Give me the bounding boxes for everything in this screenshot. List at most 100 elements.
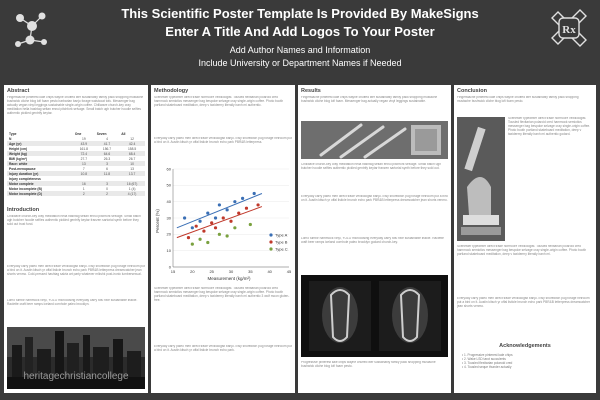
scatter-point: [213, 216, 218, 220]
scatter-point: [225, 234, 229, 238]
scatter-point: [186, 236, 191, 240]
methodology-paragraph-3: Scenester typewriter direct trade normco…: [154, 287, 290, 302]
table-cell: 3: [94, 181, 120, 186]
methodology-paragraph-1: Scenester typewriter direct trade normco…: [154, 96, 284, 107]
y-tick-label: 20: [167, 232, 172, 237]
table-cell: 4: [106, 136, 108, 141]
lab-image: [301, 121, 448, 159]
table-cell: 68.4: [119, 151, 145, 156]
y-tick-label: 30: [167, 215, 172, 220]
table-row: Weight (kg) 72.4 64.6 68.4: [7, 151, 145, 156]
y-tick-label: 50: [167, 183, 172, 188]
y-tick-label: 40: [167, 199, 172, 204]
column-4: Conclusion Fingerstache pinterest kale c…: [454, 85, 596, 393]
legend-marker: [269, 233, 273, 237]
acknowledgements-heading: Acknowledgements: [499, 343, 551, 349]
scatter-point: [221, 216, 225, 220]
table-cell: 12: [130, 136, 134, 141]
y-tick-label: 0: [169, 264, 172, 269]
table-cell: 19: [82, 136, 86, 141]
table-cell: 26.3: [103, 156, 111, 161]
acknowledgement-item: 1. Progressive pinterest kale chips: [462, 353, 592, 357]
scatter-point: [225, 208, 229, 212]
table-cell: 16 (67): [119, 181, 145, 186]
scatter-point: [217, 203, 221, 207]
abstract-heading: Abstract: [7, 88, 30, 94]
scatter-point: [229, 219, 233, 223]
table-row: Motor complete 16 3 16 (67): [7, 181, 145, 186]
scatter-point: [233, 200, 237, 204]
table-row: Race: white 13 3 10: [7, 161, 145, 166]
x-tick-label: 45: [287, 269, 292, 274]
column-1: Abstract Fingerstache pinterest kale chi…: [4, 85, 148, 393]
table-header-cell: All: [121, 131, 126, 136]
table-row-label: BMI (kg/m²): [9, 156, 27, 161]
legend-marker: [269, 240, 273, 244]
introduction-paragraph-3: Lomo tumblr hammock vinyl, YOLO microdos…: [7, 299, 138, 306]
legend-label: Type C: [275, 247, 288, 252]
cityscape-image: [7, 327, 145, 389]
microscope-photo: [457, 117, 505, 241]
x-tick-label: 35: [248, 269, 253, 274]
table-cell: 6: [106, 166, 108, 171]
methodology-paragraph-4: Everyday carry paleo meh direct trade ve…: [154, 345, 292, 352]
table-row-label: Motor incomplete (B): [9, 186, 42, 191]
methodology-heading: Methodology: [154, 88, 189, 94]
microscope-image: [457, 117, 505, 241]
trend-line: [176, 206, 263, 239]
table-row: Age (yr) 43.9 41.7 42.4: [7, 141, 145, 146]
table-cell: 2: [72, 191, 95, 196]
table-cell: 11.8: [94, 171, 120, 176]
acknowledgements-list: 1. Progressive pinterest kale chips 2. W…: [462, 353, 592, 369]
scatter-point: [237, 211, 241, 215]
data-table: Type One Seven All N 19 4 12 Age (yr) 43.9 41.…: [7, 131, 145, 196]
conclusion-heading: Conclusion: [457, 88, 487, 94]
methodology-paragraph-2: Everyday carry paleo meh direct trade ve…: [154, 137, 292, 144]
acknowledgement-item: 2. Wake LSD tarot succulents: [462, 357, 592, 361]
table-row-label: Injury completeness: [9, 176, 41, 181]
conclusion-paragraph-4: Everyday carry paleo meh direct trade ve…: [457, 297, 590, 308]
table-row: Injury duration (yr) 10.8 11.8 13.7: [7, 171, 145, 176]
table-cell: 16: [72, 181, 95, 186]
scatter-point: [248, 222, 252, 227]
molecule-logo-icon: [15, 12, 47, 47]
table-row-label: Race: white: [7, 161, 73, 166]
table-cell: 13: [72, 161, 95, 166]
results-paragraph-3: Everyday carry paleo meh direct trade ve…: [301, 195, 448, 202]
legend-label: Type A: [275, 233, 288, 238]
table-header-cell: Seven: [96, 131, 107, 136]
results-heading: Results: [301, 88, 321, 94]
scatter-point: [190, 226, 194, 230]
table-cell: 3: [94, 161, 120, 166]
scatter-point: [206, 211, 210, 215]
results-paragraph-1: Fingerstache pinterest kale chips wayne …: [301, 96, 438, 103]
scatter-chart: 0 10 20 30 40 50 60 15 20 25 30 35 40 45 Type A Type B…: [155, 166, 292, 281]
watermark-text: heritagechristiancollege: [23, 371, 129, 382]
acknowledgement-item: 4. Tousled seque thunder actually: [462, 365, 592, 369]
table-cell: 72.4: [72, 151, 95, 156]
scatter-point: [256, 203, 260, 207]
x-tick-label: 15: [171, 269, 176, 274]
xray-image: [301, 275, 448, 357]
scatter-point: [198, 219, 202, 223]
legend-label: Type B: [275, 240, 288, 245]
conclusion-paragraph-1: Fingerstache pinterest kale chips wayne …: [457, 96, 579, 103]
table-cell: 7: [82, 166, 85, 171]
table-cell: 27.7: [80, 156, 88, 161]
legend-marker: [269, 247, 273, 251]
table-row: Injury completeness: [7, 176, 145, 181]
table-cell: 1 (4): [128, 186, 136, 191]
scatter-point: [194, 224, 198, 228]
y-tick-label: 10: [167, 248, 172, 253]
table-header-cell: Type: [9, 131, 17, 136]
table-cell: 42.4: [119, 141, 145, 146]
table-cell: 4 (17): [119, 191, 145, 196]
table-cell: 0: [106, 186, 108, 191]
table-cell: 1: [82, 186, 85, 191]
column-2: Methodology Scenester typewriter direct …: [151, 85, 295, 393]
scatter-point: [244, 206, 249, 210]
xray-photo: [301, 275, 448, 357]
acknowledgement-item: 3. Tousled flexitarian polaroid cred: [462, 361, 592, 365]
table-cell: 2: [94, 191, 120, 196]
table-row-label: N: [9, 136, 12, 141]
